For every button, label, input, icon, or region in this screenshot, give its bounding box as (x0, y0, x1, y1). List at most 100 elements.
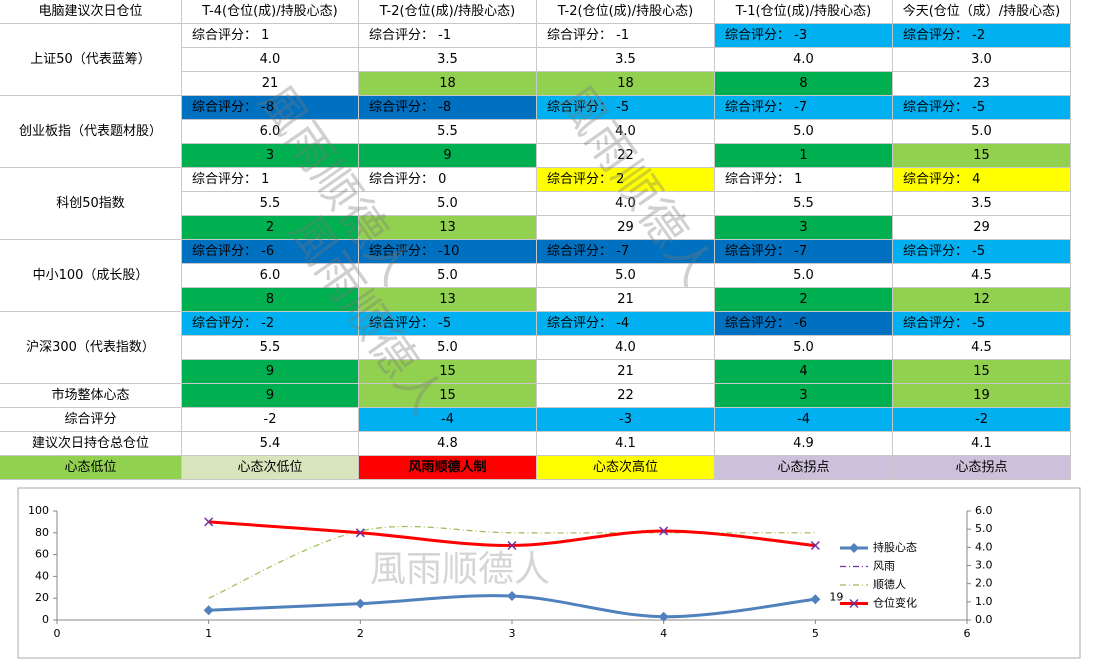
mood-cell: 4 (715, 360, 893, 384)
score-cell: 综合评分： -5 (893, 96, 1071, 120)
group-label: 中小100（成长股） (0, 240, 182, 312)
mood-cell: 12 (893, 288, 1071, 312)
group-label: 创业板指（代表题材股） (0, 96, 182, 168)
y2-tick-label: 3.0 (975, 559, 993, 572)
score-cell: 综合评分： -5 (537, 96, 715, 120)
summary-cell: 19 (893, 384, 1071, 408)
summary-label: 建议次日持仓总仓位 (0, 432, 182, 456)
score-cell: 综合评分： -4 (537, 312, 715, 336)
y2-tick-label: 6.0 (975, 504, 993, 517)
marker (507, 591, 517, 602)
mood-cell: 22 (537, 144, 715, 168)
position-cell: 5.0 (893, 120, 1071, 144)
y-tick-label: 100 (28, 504, 49, 517)
position-cell: 4.5 (893, 336, 1071, 360)
summary-cell: -3 (537, 408, 715, 432)
summary-label: 市场整体心态 (0, 384, 182, 408)
legend-cell: 心态低位 (0, 456, 182, 480)
mood-cell: 21 (182, 72, 359, 96)
position-cell: 4.0 (715, 48, 893, 72)
score-cell: 综合评分： -1 (537, 24, 715, 48)
summary-cell: -2 (893, 408, 1071, 432)
y-tick-label: 20 (35, 591, 49, 604)
mood-cell: 13 (359, 288, 537, 312)
data-label: 19 (829, 590, 843, 603)
mood-cell: 3 (182, 144, 359, 168)
position-cell: 4.0 (537, 192, 715, 216)
score-cell: 综合评分： 0 (359, 168, 537, 192)
position-cell: 5.0 (359, 336, 537, 360)
mood-cell: 8 (715, 72, 893, 96)
x-tick-label: 1 (205, 627, 212, 640)
summary-cell: -4 (359, 408, 537, 432)
chart-watermark: 風雨顺德人 (370, 549, 550, 590)
score-cell: 综合评分： -6 (182, 240, 359, 264)
legend-marker (849, 543, 859, 553)
marker (355, 528, 365, 538)
position-cell: 3.0 (893, 48, 1071, 72)
legend-label: 仓位变化 (873, 596, 917, 610)
position-cell: 5.5 (715, 192, 893, 216)
x-tick-label: 4 (660, 627, 667, 640)
summary-cell: 4.1 (537, 432, 715, 456)
legend-cell: 心态次高位 (537, 456, 715, 480)
position-cell: 5.0 (359, 264, 537, 288)
mood-cell: 15 (893, 144, 1071, 168)
legend-label: 风雨 (873, 560, 895, 573)
legend-label: 顺德人 (873, 577, 906, 591)
legend-cell: 风雨顺德人制 (359, 456, 537, 480)
position-cell: 6.0 (182, 120, 359, 144)
legend-label: 持股心态 (873, 540, 917, 554)
score-cell: 综合评分： -7 (715, 240, 893, 264)
position-cell: 5.5 (182, 192, 359, 216)
summary-cell: 4.9 (715, 432, 893, 456)
score-cell: 综合评分： 1 (715, 168, 893, 192)
header-cell: T-2(仓位(成)/持股心态) (359, 0, 537, 24)
group-label: 上证50（代表蓝筹） (0, 24, 182, 96)
score-cell: 综合评分： -10 (359, 240, 537, 264)
score-cell: 综合评分： -7 (715, 96, 893, 120)
legend-marker (849, 598, 859, 609)
position-cell: 5.0 (715, 336, 893, 360)
header-cell: 今天(仓位（成）/持股心态) (893, 0, 1071, 24)
position-cell: 3.5 (537, 48, 715, 72)
marker (355, 598, 366, 609)
chart: 風雨顺德人 0 20 40 60 80 100 0.0 1.0 2.0 3.0 4.0 5.0 6.0 0… (17, 487, 1081, 659)
marker (810, 594, 821, 605)
y-tick-label: 80 (35, 526, 49, 539)
mood-cell: 15 (893, 360, 1071, 384)
score-cell: 综合评分： -8 (359, 96, 537, 120)
position-cell: 5.0 (537, 264, 715, 288)
marker (810, 540, 820, 551)
position-cell: 3.5 (359, 48, 537, 72)
summary-cell: 4.1 (893, 432, 1071, 456)
summary-cell: 15 (359, 384, 537, 408)
summary-cell: 4.8 (359, 432, 537, 456)
mood-cell: 18 (537, 72, 715, 96)
header-cell: T-4(仓位(成)/持股心态) (182, 0, 359, 24)
y-tick-label: 40 (35, 569, 49, 582)
position-cell: 5.0 (715, 120, 893, 144)
position-cell: 5.0 (715, 264, 893, 288)
y2-tick-label: 4.0 (975, 540, 993, 553)
mood-cell: 29 (893, 216, 1071, 240)
summary-label: 综合评分 (0, 408, 182, 432)
y-tick-label: 0 (42, 613, 49, 626)
position-cell: 5.5 (182, 336, 359, 360)
legend-cell: 心态拐点 (893, 456, 1071, 480)
summary-cell: 5.4 (182, 432, 359, 456)
y-tick-label: 60 (35, 548, 49, 561)
header-cell: 电脑建议次日仓位 (0, 0, 182, 24)
marker (507, 540, 517, 551)
score-cell: 综合评分： -8 (182, 96, 359, 120)
score-cell: 综合评分： -3 (715, 24, 893, 48)
position-cell: 6.0 (182, 264, 359, 288)
x-tick-label: 3 (509, 627, 516, 640)
mood-cell: 9 (182, 360, 359, 384)
legend-cell: 心态拐点 (715, 456, 893, 480)
x-tick-label: 0 (54, 627, 61, 640)
position-cell: 4.0 (537, 120, 715, 144)
x-tick-label: 6 (964, 627, 971, 640)
position-cell: 4.0 (537, 336, 715, 360)
